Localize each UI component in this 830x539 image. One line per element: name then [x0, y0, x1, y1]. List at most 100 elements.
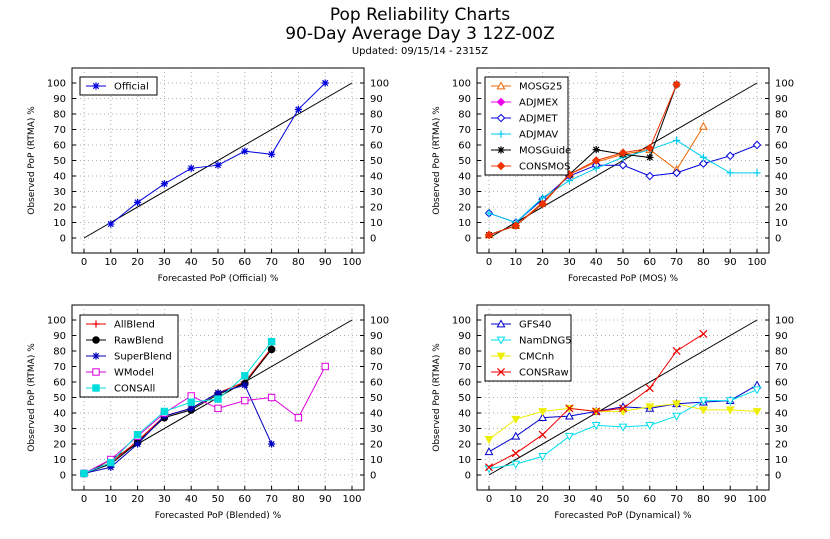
legend-entry-mosg25: MOSG25 — [491, 81, 562, 93]
legend-box — [484, 76, 569, 176]
y-tick-label-right: 30 — [370, 424, 383, 435]
x-tick-label: 70 — [265, 494, 278, 505]
legend-marker — [92, 336, 100, 344]
data-point — [80, 469, 88, 478]
y-tick-label-right: 0 — [775, 471, 781, 482]
data-point — [267, 338, 276, 346]
series-line — [488, 84, 678, 236]
y-tick-label-right: 20 — [370, 203, 383, 214]
y-tick-label-left: 0 — [465, 471, 471, 482]
x-tick-label: 40 — [185, 257, 198, 268]
y-tick-label-left: 90 — [53, 331, 66, 342]
y-tick-label-right: 80 — [370, 347, 383, 358]
y-tick-label-left: 100 — [452, 79, 471, 90]
series-cmcnh — [484, 400, 762, 444]
y-tick-label-right: 70 — [370, 125, 383, 136]
data-point — [214, 161, 222, 169]
data-point — [618, 160, 628, 170]
x-tick-label: 0 — [486, 494, 492, 505]
data-point — [484, 435, 494, 444]
y-tick-label-left: 0 — [60, 471, 66, 482]
y-tick-label-right: 40 — [775, 409, 788, 420]
legend-label: MOSGuide — [519, 146, 571, 157]
legend: AllBlend RawBlend SuperBlend WModel CONSAll — [79, 314, 179, 398]
data-point — [618, 404, 628, 413]
x-tick-label: 70 — [265, 257, 278, 268]
data-point — [538, 413, 548, 422]
legend-label: ADJMAV — [519, 130, 558, 141]
series-line — [83, 349, 272, 474]
x-tick-label: 10 — [104, 257, 117, 268]
y-tick-label-left: 60 — [53, 141, 66, 152]
x-tick-label: 60 — [643, 257, 656, 268]
x-tick-label: 0 — [81, 494, 87, 505]
y-tick-label-right: 40 — [775, 172, 788, 183]
y-tick-label-right: 50 — [775, 156, 788, 167]
x-tick-label: 70 — [670, 494, 683, 505]
x-tick-label: 30 — [563, 494, 576, 505]
data-point — [699, 329, 708, 338]
y-tick-label-left: 100 — [452, 316, 471, 327]
y-tick-label-left: 50 — [53, 156, 66, 167]
legend-entry-adjmet: ADJMET — [491, 114, 558, 125]
data-point — [672, 400, 682, 409]
data-point — [160, 180, 168, 188]
y-tick-label-right: 20 — [775, 440, 788, 451]
legend-label: SuperBlend — [114, 352, 172, 363]
chart-panel-1: 0 0 0 10 10 10 20 20 20 30 30 30 40 40 40 50 50 50 60 60 60 7… — [27, 67, 389, 284]
data-point — [646, 153, 654, 161]
x-tick-label: 40 — [185, 494, 198, 505]
y-tick-label-right: 10 — [370, 455, 383, 466]
legend-entry-cmcnh: CMCnh — [491, 352, 554, 363]
y-tick-label-right: 80 — [775, 347, 788, 358]
perfect-reliability-line — [488, 319, 758, 476]
y-tick-label-left: 80 — [458, 347, 471, 358]
data-point — [187, 164, 195, 172]
legend-marker — [496, 319, 506, 328]
y-axis-label: Observed PoP (RTMA) % — [432, 106, 442, 215]
data-point — [484, 463, 494, 472]
series-line — [83, 384, 273, 474]
y-tick-label-right: 0 — [370, 471, 376, 482]
legend-entry-rawblend: RawBlend — [86, 336, 164, 347]
y-tick-label-left: 60 — [53, 378, 66, 389]
y-tick-label-right: 60 — [775, 378, 788, 389]
x-tick-label: 80 — [292, 257, 305, 268]
data-point — [511, 431, 521, 440]
y-tick-label-left: 70 — [53, 125, 66, 136]
data-point — [214, 404, 222, 413]
y-tick-label-right: 90 — [370, 331, 383, 342]
x-tick-label: 80 — [292, 494, 305, 505]
data-point — [511, 415, 521, 424]
data-point — [645, 171, 655, 181]
legend-marker — [496, 336, 506, 345]
legend-label: CMCnh — [519, 352, 554, 363]
data-point — [321, 79, 329, 87]
y-tick-label-left: 70 — [53, 362, 66, 373]
legend-marker — [92, 368, 100, 376]
data-point — [672, 168, 681, 178]
data-point — [294, 413, 303, 422]
y-tick-label-left: 40 — [458, 172, 471, 183]
x-tick-label: 30 — [563, 257, 576, 268]
data-point — [672, 412, 682, 421]
y-tick-label-left: 10 — [458, 218, 471, 229]
y-tick-label-right: 60 — [370, 378, 383, 389]
data-point — [187, 404, 195, 412]
data-point — [107, 220, 115, 228]
y-tick-label-right: 0 — [775, 234, 781, 245]
y-tick-label-right: 90 — [370, 94, 383, 105]
y-tick-label-right: 80 — [775, 110, 788, 121]
x-tick-label: 10 — [104, 494, 117, 505]
y-tick-label-right: 30 — [775, 187, 788, 198]
data-point — [618, 423, 628, 432]
data-point — [241, 372, 249, 380]
legend-marker — [497, 130, 505, 138]
y-tick-label-right: 40 — [370, 172, 383, 183]
legend-label: ADJMEX — [519, 98, 558, 109]
data-point — [698, 406, 708, 415]
data-point — [538, 199, 547, 209]
y-tick-label-left: 40 — [53, 409, 66, 420]
x-tick-label: 90 — [319, 257, 332, 268]
y-tick-label-right: 20 — [370, 440, 383, 451]
